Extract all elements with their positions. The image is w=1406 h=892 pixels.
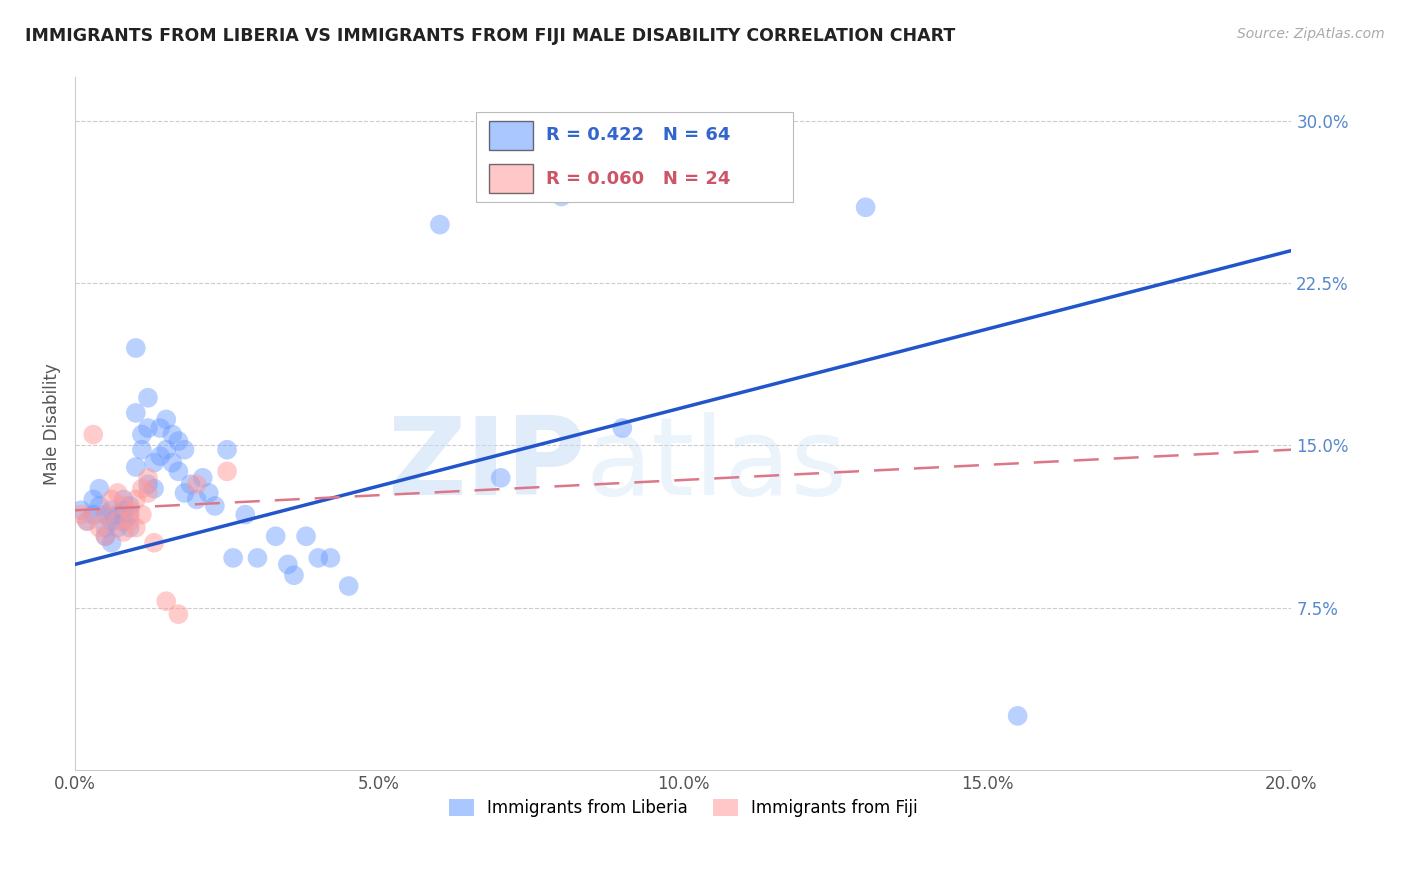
Point (89, 520, 111, 534)
Point (143, 456, 166, 470)
Point (489, 471, 512, 485)
Point (82, 508, 104, 522)
Point (118, 499, 141, 513)
Point (112, 503, 135, 517)
Point (112, 492, 135, 507)
Point (143, 482, 166, 496)
Point (118, 520, 141, 534)
Point (295, 529, 318, 543)
Point (136, 391, 159, 405)
Point (162, 427, 184, 442)
Text: atlas: atlas (586, 412, 848, 518)
Point (198, 486, 221, 500)
Point (855, 200, 877, 214)
Point (82, 492, 104, 507)
Point (264, 529, 287, 543)
Point (112, 499, 135, 513)
Point (337, 579, 360, 593)
Point (672, 178, 695, 193)
Point (100, 514, 122, 528)
Point (155, 594, 177, 608)
Point (149, 421, 172, 435)
Point (125, 520, 148, 534)
Text: Source: ZipAtlas.com: Source: ZipAtlas.com (1237, 27, 1385, 41)
Point (70, 503, 93, 517)
Text: ZIP: ZIP (388, 412, 586, 518)
Point (186, 477, 208, 491)
Point (94, 520, 117, 534)
Y-axis label: Male Disability: Male Disability (44, 363, 60, 484)
Point (143, 535, 166, 549)
Point (82, 427, 104, 442)
Point (204, 499, 226, 513)
Point (173, 486, 195, 500)
Point (131, 442, 153, 457)
Point (136, 421, 159, 435)
Point (94, 529, 117, 543)
Point (125, 406, 148, 420)
Point (319, 550, 342, 565)
Point (76, 514, 98, 528)
Legend: Immigrants from Liberia, Immigrants from Fiji: Immigrants from Liberia, Immigrants from… (441, 792, 924, 824)
Point (191, 471, 214, 485)
Point (118, 503, 141, 517)
Point (612, 421, 634, 435)
Point (180, 477, 202, 491)
Point (118, 514, 141, 528)
Point (131, 427, 153, 442)
Point (112, 514, 135, 528)
Point (429, 218, 451, 232)
Point (125, 460, 148, 475)
Point (107, 508, 129, 522)
Point (136, 477, 159, 491)
Point (131, 508, 153, 522)
Point (215, 442, 238, 457)
Point (233, 508, 256, 522)
Point (112, 524, 135, 539)
Point (167, 434, 190, 448)
Point (118, 508, 141, 522)
Point (107, 486, 129, 500)
Point (94, 529, 117, 543)
Point (173, 442, 195, 457)
Point (76, 514, 98, 528)
Point (131, 482, 153, 496)
Point (136, 471, 159, 485)
Point (94, 508, 117, 522)
Point (186, 492, 208, 507)
Point (149, 449, 172, 463)
Point (94, 508, 117, 522)
Point (155, 442, 177, 457)
Point (1007, 709, 1029, 723)
Point (277, 558, 299, 572)
Point (100, 503, 122, 517)
Point (100, 535, 122, 549)
Point (107, 514, 129, 528)
Point (107, 520, 129, 534)
Point (89, 499, 111, 513)
Point (89, 482, 111, 496)
Point (136, 486, 159, 500)
Text: IMMIGRANTS FROM LIBERIA VS IMMIGRANTS FROM FIJI MALE DISABILITY CORRELATION CHAR: IMMIGRANTS FROM LIBERIA VS IMMIGRANTS FR… (25, 27, 956, 45)
Point (100, 492, 122, 507)
Point (167, 607, 190, 622)
Point (283, 568, 305, 582)
Point (162, 456, 184, 470)
Point (307, 550, 329, 565)
Point (222, 550, 245, 565)
Point (167, 464, 190, 478)
Point (125, 341, 148, 355)
Point (155, 412, 177, 426)
Point (550, 189, 572, 203)
Point (125, 492, 148, 507)
Point (246, 550, 269, 565)
Point (520, 178, 543, 193)
Point (215, 464, 238, 478)
Point (70, 508, 93, 522)
